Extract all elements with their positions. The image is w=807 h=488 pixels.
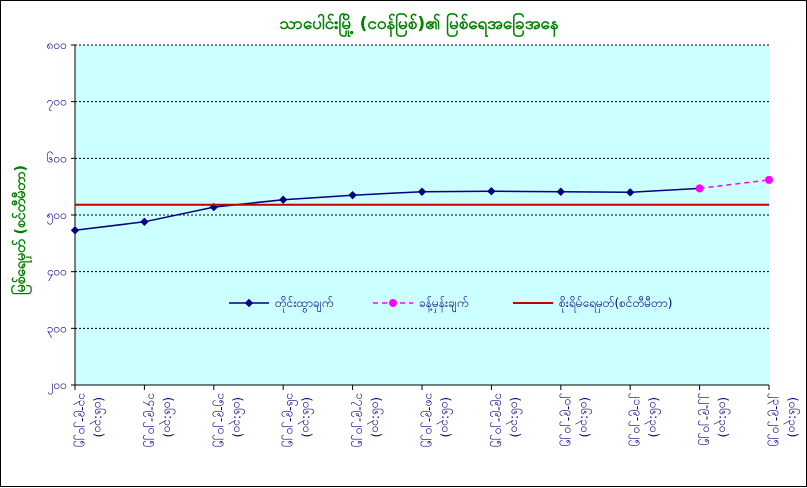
data-point-1 bbox=[765, 175, 773, 184]
x-tick-label-group: ၂၃-၉-၂၀၂၅ (၀၆:၃၀) bbox=[767, 393, 801, 446]
y-tick-label: ၃၀၀ bbox=[47, 321, 67, 338]
series-line-0 bbox=[74, 187, 700, 232]
y-tick-label: ၆၀၀ bbox=[47, 150, 67, 165]
x-tick-time-label: (၀၆:၃၀) bbox=[575, 397, 593, 437]
data-point-1 bbox=[695, 184, 704, 193]
x-tick-time-label: (၀၆:၃၀) bbox=[714, 397, 732, 437]
x-tick-time-label: (၀၆:၃၀) bbox=[297, 397, 315, 437]
x-tick-date-label: ၁၄-၉-၂၀၂၅ bbox=[142, 393, 159, 447]
plot-background bbox=[75, 45, 769, 385]
x-tick-time-label: (၀၆:၃၀) bbox=[644, 397, 662, 437]
x-tick-label-group: ၁၃-၉-၂၀၂၅ (၀၆:၃၀) bbox=[73, 393, 107, 447]
legend-swatch-marker bbox=[244, 298, 254, 308]
y-axis-label: မြစ်ရေမှတ် (စင်တီမီတာ) bbox=[11, 165, 32, 295]
x-tick-date-label: ၁၈-၉-၂၀၂၅ bbox=[420, 393, 437, 447]
series-line-1 bbox=[699, 179, 770, 190]
x-tick-time-label: (၀၆:၃၀) bbox=[367, 397, 385, 437]
x-tick-label-group: ၂၀-၉-၂၀၂၅ (၀၆:၃၀) bbox=[559, 393, 593, 446]
data-point-0 bbox=[487, 186, 496, 196]
legend-label: တိုင်းထွာချက် bbox=[275, 295, 333, 313]
x-tick-time-label: (၀၆:၃၀) bbox=[783, 397, 801, 437]
x-tick-time-label: (၀၆:၃၀) bbox=[505, 397, 523, 437]
y-tick-label: ၄၀၀ bbox=[47, 265, 67, 282]
x-tick-date-label: ၁၆-၉-၂၀၂၅ bbox=[281, 393, 299, 447]
x-tick-date-label: ၂၁-၉-၂၀၂၅ bbox=[628, 393, 645, 446]
data-point-0 bbox=[556, 187, 566, 196]
x-tick-date-label: ၁၇-၉-၂၀၂၅ bbox=[351, 393, 368, 447]
data-point-0 bbox=[278, 195, 288, 204]
legend-label: ခန့်မှန်းချက် bbox=[419, 295, 468, 313]
y-tick-label: ၅၀၀ bbox=[47, 208, 67, 225]
x-tick-label-group: ၂၂-၉-၂၀၂၅ (၀၆:၃၀) bbox=[698, 393, 732, 446]
x-tick-date-label: ၂၂-၉-၂၀၂၅ bbox=[698, 393, 715, 446]
x-tick-label-group: ၂၁-၉-၂၀၂၅ (၀၆:၃၀) bbox=[628, 393, 662, 446]
x-tick-date-label: ၁၃-၉-၂၀၂၅ bbox=[73, 393, 90, 447]
legend-swatch-marker bbox=[389, 299, 397, 307]
x-tick-time-label: (၀၆:၃၀) bbox=[89, 397, 107, 437]
y-tick-label: ၂၀၀ bbox=[48, 378, 67, 395]
x-tick-time-label: (၀၆:၃၀) bbox=[228, 397, 246, 437]
x-tick-label-group: ၁၈-၉-၂၀၂၅ (၀၆:၃၀) bbox=[420, 393, 454, 447]
x-tick-date-label: ၁၅-၉-၂၀၂၅ bbox=[212, 393, 229, 447]
legend-label: စိုးရိမ်ရေမှတ်(စင်တီမီတာ) bbox=[559, 295, 672, 313]
x-tick-date-label: ၂၀-၉-၂၀၂၅ bbox=[559, 393, 576, 446]
x-tick-label-group: ၁၇-၉-၂၀၂၅ (၀၆:၃၀) bbox=[351, 393, 385, 447]
x-tick-label-group: ၁၄-၉-၂၀၂၅ (၀၆:၃၀) bbox=[142, 393, 176, 447]
x-tick-date-label: ၁၉-၉-၂၀၂၅ bbox=[489, 393, 506, 447]
data-point-0 bbox=[140, 217, 149, 227]
x-tick-label-group: ၁၅-၉-၂၀၂၅ (၀၆:၃၀) bbox=[212, 393, 246, 447]
x-tick-time-label: (၀၆:၃၀) bbox=[436, 397, 454, 437]
x-tick-label-group: ၁၉-၉-၂၀၂၅ (၀၆:၃၀) bbox=[489, 393, 523, 447]
data-point-0 bbox=[625, 188, 635, 197]
chart-title: သာပေါင်းမြို့ (ငဝန်မြစ်)၏ မြစ်ရေအခြေအနေ bbox=[279, 11, 559, 38]
x-tick-time-label: (၀၆:၃၀) bbox=[158, 397, 176, 437]
y-tick-label: ၈၀၀ bbox=[47, 38, 67, 52]
y-tick-label: ၇၀၀ bbox=[47, 95, 67, 112]
data-point-0 bbox=[417, 187, 427, 196]
x-tick-date-label: ၂၃-၉-၂၀၂၅ bbox=[767, 393, 784, 446]
x-tick-label-group: ၁၆-၉-၂၀၂၅ (၀၆:၃၀) bbox=[281, 393, 315, 447]
data-point-0 bbox=[70, 226, 80, 235]
data-point-0 bbox=[348, 190, 357, 200]
